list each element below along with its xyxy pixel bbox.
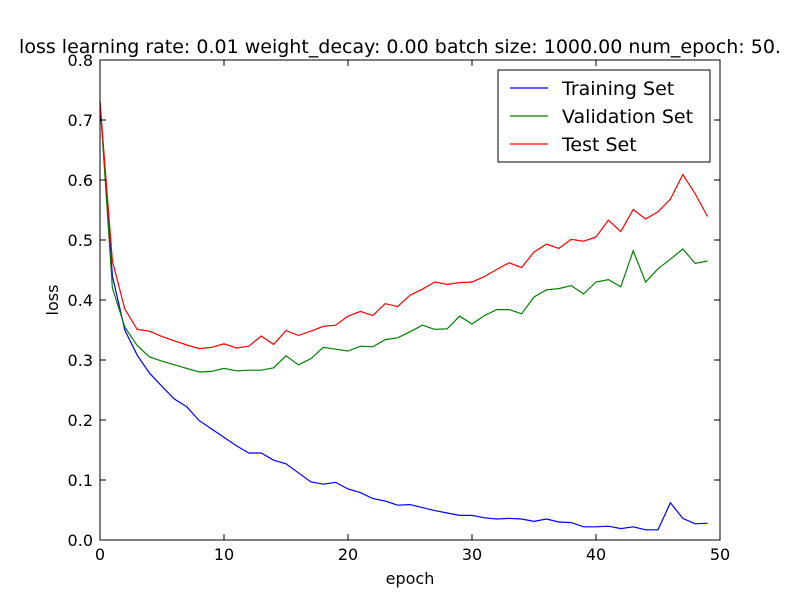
y-tick-label: 0.0 <box>68 531 93 550</box>
legend-label-0: Training Set <box>561 78 674 100</box>
ticks-layer: 0 10 20 30 40 50 0.0 0.1 0.2 0.3 0.4 0.5 0.6 0.7 0.8 <box>68 51 731 564</box>
legend: Training Set Validation Set Test Set <box>497 69 711 163</box>
series-line-1 <box>99 101 708 373</box>
y-axis-label: loss <box>43 285 62 316</box>
y-tick-label: 0.2 <box>68 411 93 430</box>
y-tick-label: 0.6 <box>68 171 93 190</box>
x-axis-label: epoch <box>386 569 435 588</box>
y-tick-label: 0.3 <box>68 351 93 370</box>
x-tick-label: 0 <box>95 545 105 564</box>
series-line-2 <box>99 101 709 350</box>
y-tick-label: 0.7 <box>68 111 93 130</box>
legend-label-2: Test Set <box>561 134 637 156</box>
chart-title: loss learning rate: 0.01 weight_decay: 0… <box>19 36 781 58</box>
y-tick-label: 0.5 <box>68 231 93 250</box>
series-line-0 <box>99 101 708 531</box>
y-tick-label: 0.4 <box>68 291 93 310</box>
x-tick-label: 30 <box>462 545 482 564</box>
y-tick-label: 0.1 <box>68 471 93 490</box>
x-tick-label: 20 <box>338 545 358 564</box>
series-layer <box>99 101 709 531</box>
x-tick-label: 50 <box>710 545 730 564</box>
x-tick-label: 10 <box>214 545 234 564</box>
legend-label-1: Validation Set <box>562 106 693 128</box>
x-tick-label: 40 <box>586 545 606 564</box>
y-tick-label: 0.8 <box>68 51 93 70</box>
